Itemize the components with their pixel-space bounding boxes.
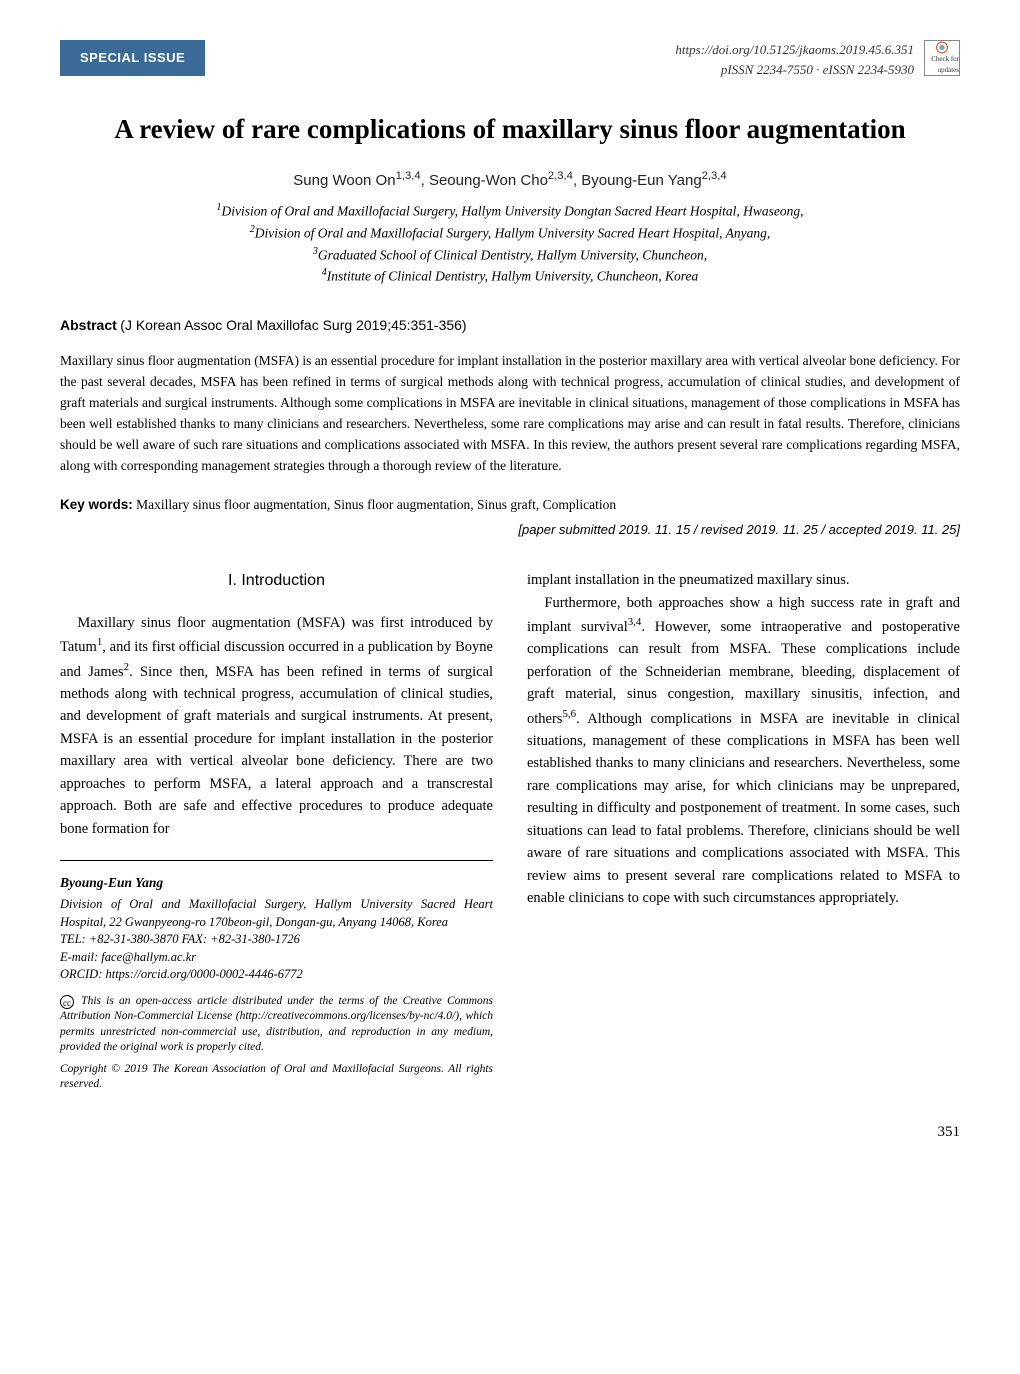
corresponding-name: Byoung-Eun Yang	[60, 873, 493, 894]
corresponding-divider	[60, 860, 493, 861]
section-heading-intro: I. Introduction	[60, 569, 493, 594]
intro-para-1: Maxillary sinus floor augmentation (MSFA…	[60, 612, 493, 840]
corresponding-email: E-mail: face@hallym.ac.kr	[60, 949, 493, 967]
corresponding-tel: TEL: +82-31-380-3870 FAX: +82-31-380-172…	[60, 931, 493, 949]
column-right: implant installation in the pneumatized …	[527, 569, 960, 1093]
header-row: SPECIAL ISSUE https://doi.org/10.5125/jk…	[60, 40, 960, 79]
authors: Sung Woon On1,3,4, Seoung-Won Cho2,3,4, …	[60, 168, 960, 193]
cc-license-block: cc This is an open-access article distri…	[60, 994, 493, 1056]
doi-link[interactable]: https://doi.org/10.5125/jkaoms.2019.45.6…	[675, 40, 914, 60]
special-issue-badge: SPECIAL ISSUE	[60, 40, 205, 76]
abstract-text: Maxillary sinus floor augmentation (MSFA…	[60, 351, 960, 477]
paper-dates: [paper submitted 2019. 11. 15 / revised …	[60, 520, 960, 540]
doi-block: https://doi.org/10.5125/jkaoms.2019.45.6…	[675, 40, 960, 79]
keywords-text: Maxillary sinus floor augmentation, Sinu…	[133, 497, 616, 512]
check-updates-label: Check for updates	[925, 54, 959, 75]
intro-para-3: Furthermore, both approaches show a high…	[527, 592, 960, 910]
corresponding-orcid: ORCID: https://orcid.org/0000-0002-4446-…	[60, 966, 493, 984]
body-columns: I. Introduction Maxillary sinus floor au…	[60, 569, 960, 1093]
keywords-label: Key words:	[60, 497, 133, 512]
copyright-text: Copyright © 2019 The Korean Association …	[60, 1062, 493, 1093]
article-title: A review of rare complications of maxill…	[60, 109, 960, 150]
keywords-row: Key words: Maxillary sinus floor augment…	[60, 495, 960, 516]
page-number: 351	[60, 1121, 960, 1144]
issn-text: pISSN 2234-7550 · eISSN 2234-5930	[675, 60, 914, 80]
corresponding-address: Division of Oral and Maxillofacial Surge…	[60, 896, 493, 931]
abstract-journal: (J Korean Assoc Oral Maxillofac Surg 201…	[120, 317, 466, 333]
column-left: I. Introduction Maxillary sinus floor au…	[60, 569, 493, 1093]
check-updates-icon[interactable]: Check for updates	[924, 40, 960, 76]
abstract-header: Abstract (J Korean Assoc Oral Maxillofac…	[60, 315, 960, 337]
cc-text: This is an open-access article distribut…	[60, 995, 493, 1054]
intro-para-2: implant installation in the pneumatized …	[527, 569, 960, 591]
corresponding-block: Division of Oral and Maxillofacial Surge…	[60, 896, 493, 984]
abstract-label: Abstract	[60, 317, 117, 333]
cc-icon: cc	[60, 995, 74, 1009]
crossmark-icon	[932, 41, 952, 54]
affiliations: 1Division of Oral and Maxillofacial Surg…	[60, 200, 960, 287]
